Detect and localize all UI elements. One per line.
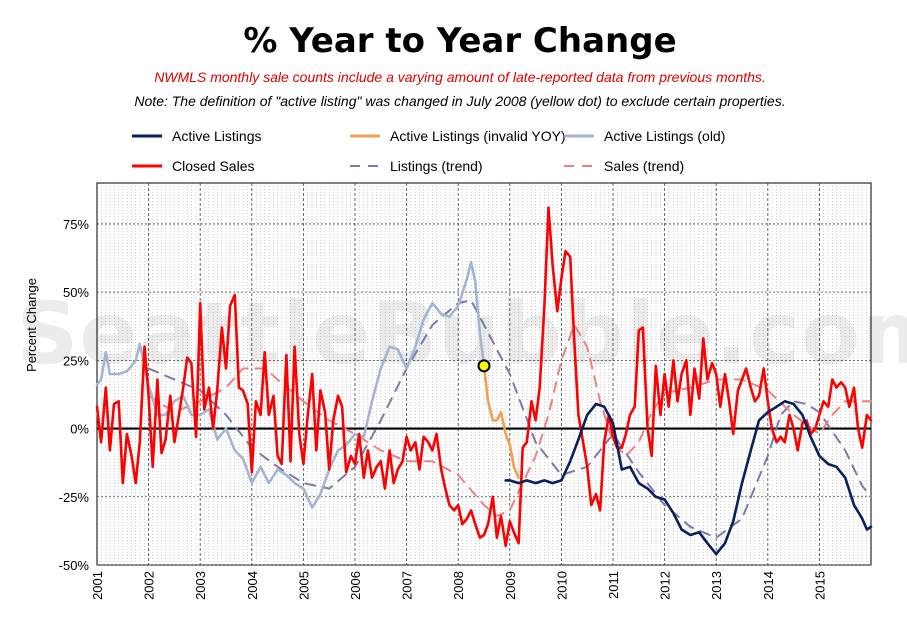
chart-title: % Year to Year Change — [243, 21, 676, 61]
legend: Active Listings Active Listings (invalid … — [132, 128, 725, 174]
watermark: SeattleBubble.com — [16, 284, 907, 384]
x-tick-label: 2012 — [658, 571, 673, 600]
x-tick-label: 2013 — [709, 571, 724, 600]
x-tick-label: 2007 — [400, 571, 415, 600]
chart-subtitle-red: NWMLS monthly sale counts include a vary… — [154, 69, 766, 85]
x-tick-label: 2006 — [348, 571, 363, 600]
y-tick-label: 25% — [63, 353, 89, 368]
x-tick-label: 2011 — [606, 571, 621, 599]
x-tick-label: 2015 — [812, 571, 827, 600]
highlight-dot — [477, 359, 491, 373]
x-tick-label: 2001 — [90, 571, 105, 600]
plot-area: SeattleBubble.com — [16, 182, 907, 566]
series-line-active-listings-old — [95, 260, 486, 509]
y-axis-ticks: -50% -25% 0% 25% 50% 75% — [59, 217, 90, 573]
y-tick-label: 50% — [63, 285, 89, 300]
legend-label-listings-trend: Listings (trend) — [390, 158, 483, 174]
legend-label-active-listings-old: Active Listings (old) — [604, 128, 725, 144]
x-tick-label: 2009 — [503, 571, 518, 600]
chart-subtitle-note: Note: The definition of "active listing"… — [134, 93, 785, 109]
series-line-active-listings — [504, 400, 873, 556]
x-tick-label: 2005 — [296, 571, 311, 600]
x-tick-label: 2014 — [761, 571, 776, 600]
x-tick-label: 2002 — [142, 571, 157, 600]
series-group — [95, 206, 873, 556]
series-line-listings-trend — [147, 299, 872, 539]
y-tick-label: -50% — [59, 558, 90, 573]
legend-label-active-listings: Active Listings — [172, 128, 261, 144]
legend-label-closed-sales: Closed Sales — [172, 158, 255, 174]
series-line-closed-sales — [95, 206, 873, 548]
y-tick-label: 0% — [70, 422, 89, 437]
series-line-active-listings-invalid-yoy — [482, 364, 520, 479]
y-tick-label: 75% — [63, 217, 89, 232]
x-tick-label: 2004 — [245, 571, 260, 600]
legend-label-active-listings-invalid-yoy: Active Listings (invalid YOY) — [390, 128, 566, 144]
y-tick-label: -25% — [59, 490, 90, 505]
legend-label-sales-trend: Sales (trend) — [604, 158, 684, 174]
y-axis-label: Percent Change — [24, 278, 39, 372]
x-tick-label: 2003 — [193, 571, 208, 600]
x-tick-label: 2010 — [554, 571, 569, 600]
x-tick-label: 2008 — [451, 571, 466, 600]
vertical-gridlines — [101, 183, 867, 565]
x-axis-ticks: 2001 2002 2003 2004 2005 2006 2007 2008 2009 2010… — [90, 571, 827, 600]
